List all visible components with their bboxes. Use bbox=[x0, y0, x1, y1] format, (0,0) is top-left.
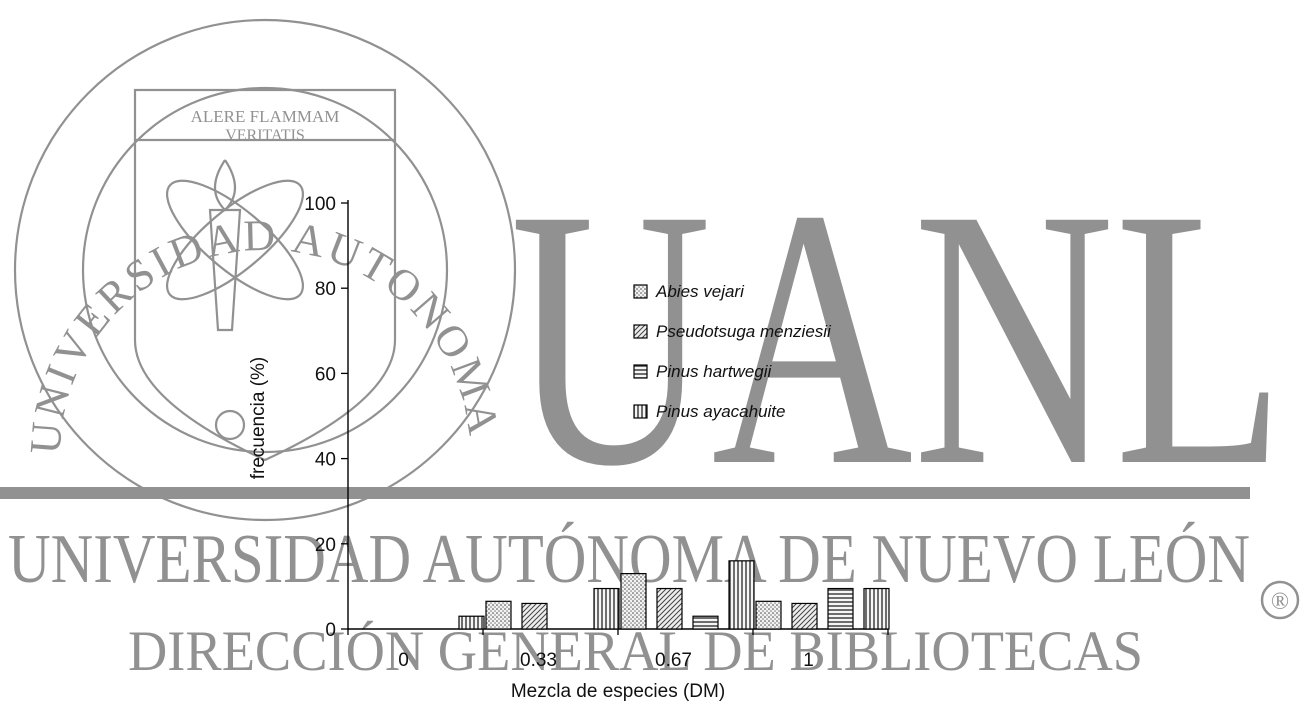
watermark: UNIVERSIDAD AUTONOMA DE NUEVO LEON ALERE… bbox=[0, 0, 1300, 683]
bar-chart: 0 20 40 60 80 100 0 0.33 0.67 1 Mezcla de especi… bbox=[248, 194, 890, 702]
y-tick-label: 60 bbox=[315, 364, 336, 385]
legend-label: Pseudotsuga menziesii bbox=[656, 322, 832, 341]
x-tick-label: 0.67 bbox=[655, 650, 692, 671]
x-axis-title: Mezcla de especies (DM) bbox=[511, 681, 725, 702]
bar-abies-vejari-2 bbox=[620, 573, 647, 630]
legend-label: Pinus ayacahuite bbox=[656, 402, 785, 421]
seal-motto-line1: ALERE FLAMMAM bbox=[191, 107, 340, 126]
bar-pseudotsuga-menziesii-1 bbox=[521, 602, 548, 630]
bar-pinus-hartwegii-3 bbox=[827, 587, 854, 630]
watermark-divider bbox=[0, 487, 1250, 499]
bar-abies-vejari-3 bbox=[755, 600, 782, 630]
watermark-uanl-letters: UANL bbox=[510, 133, 1285, 543]
y-tick-label: 20 bbox=[315, 535, 336, 556]
legend-label: Pinus hartwegii bbox=[656, 362, 773, 381]
watermark-line2: DIRECCIÓN GENERAL DE BIBLIOTECAS bbox=[128, 620, 1143, 683]
bar-pinus-ayacahuite-2 bbox=[728, 560, 755, 630]
y-axis-title: frecuencia (%) bbox=[248, 357, 269, 480]
y-tick-label: 40 bbox=[315, 450, 336, 471]
bar-pinus-ayacahuite-3 bbox=[863, 587, 890, 630]
x-ticks: 0 0.33 0.67 1 bbox=[347, 629, 889, 671]
y-tick-label: 0 bbox=[325, 620, 336, 641]
x-tick-label: 1 bbox=[803, 650, 814, 671]
legend-swatch bbox=[633, 404, 648, 419]
bar-pinus-ayacahuite-1 bbox=[593, 587, 620, 630]
x-tick-label: 0.33 bbox=[520, 650, 557, 671]
bar-pseudotsuga-menziesii-3 bbox=[791, 602, 818, 630]
legend: Abies vejari Pseudotsuga menziesii Pinus h… bbox=[633, 282, 832, 421]
registered-mark: ® bbox=[1271, 589, 1289, 615]
university-seal bbox=[13, 18, 517, 522]
bar-pinus-hartwegii-2 bbox=[692, 615, 719, 630]
y-tick-label: 80 bbox=[315, 279, 336, 300]
y-ticks: 0 20 40 60 80 100 bbox=[304, 194, 348, 641]
legend-label: Abies vejari bbox=[655, 282, 745, 301]
bar-abies-vejari-1 bbox=[485, 600, 512, 630]
bar-pinus-ayacahuite-0 bbox=[458, 615, 485, 630]
x-tick-label: 0 bbox=[398, 650, 409, 671]
seal-motto-line2: VERITATIS bbox=[225, 127, 305, 144]
legend-swatch bbox=[633, 324, 648, 339]
bar-pseudotsuga-menziesii-2 bbox=[656, 587, 683, 630]
legend-swatch bbox=[633, 364, 648, 379]
registered-mark-circle bbox=[1260, 580, 1300, 620]
bars bbox=[458, 560, 890, 630]
y-tick-label: 100 bbox=[304, 194, 336, 215]
legend-swatch bbox=[633, 284, 648, 299]
